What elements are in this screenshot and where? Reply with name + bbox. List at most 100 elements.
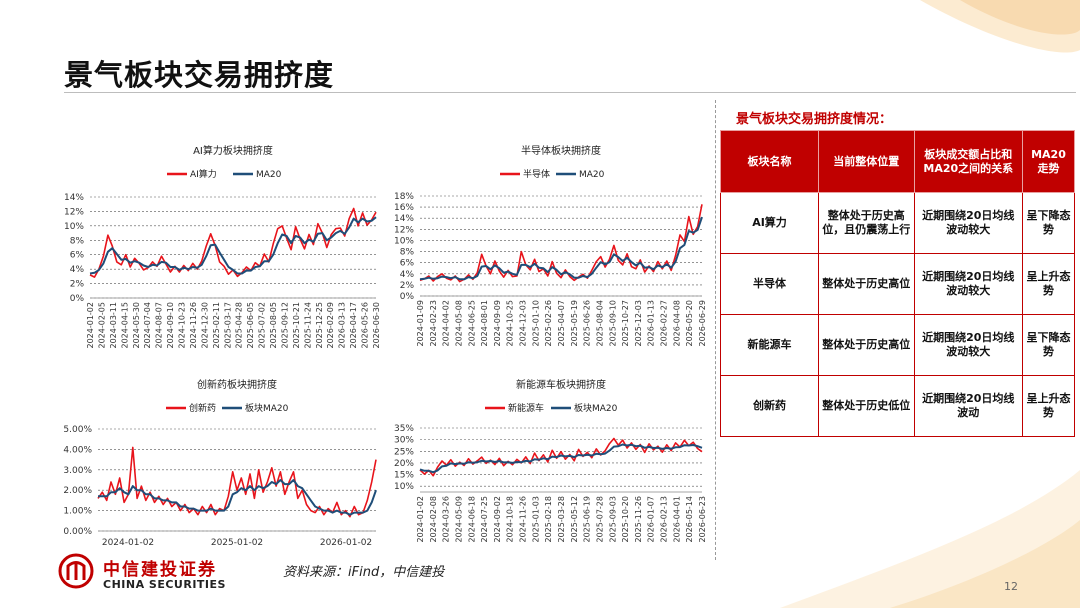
y-tick-label: 6%: [400, 259, 415, 269]
x-tick-label: 2025-11-26: [634, 496, 643, 543]
x-tick-label: 2024-05-08: [454, 300, 463, 347]
x-tick-label: 2024-04-02: [442, 300, 451, 347]
y-tick-label: 4%: [70, 265, 85, 275]
column-divider: [715, 100, 716, 560]
x-tick-label: 2025-06-26: [583, 300, 592, 347]
x-tick-label: 2025-10-20: [621, 496, 630, 543]
chart-new-energy-vehicles: 新能源车板块拥挤度 新能源车 板块MA20 10% 15% 20% 25% 30% 35% 202…: [380, 374, 720, 574]
x-tick-label: 2025-08-04: [595, 300, 604, 347]
x-tick-label: 2024-10-25: [506, 300, 515, 347]
x-tick-label: 2024-02-23: [429, 300, 438, 347]
y-tick-label: 10%: [394, 482, 414, 492]
x-tick-label: 2025-09-12: [280, 302, 289, 349]
x-tick-label: 2026-02-09: [326, 302, 335, 349]
x-tick-label: 2026-04-01: [672, 496, 681, 543]
y-tick-label: 8%: [400, 248, 415, 258]
chart-title: AI算力板块拥挤度: [193, 144, 273, 157]
cell-ma20-trend: 呈上升态势: [1021, 375, 1076, 437]
title-divider: [64, 92, 1076, 93]
x-tick-label: 2024-01-09: [416, 300, 425, 347]
x-tick-label: 2025-12-03: [634, 300, 643, 347]
series-line-primary: [97, 446, 377, 518]
x-tick-label: 2025-08-05: [269, 302, 278, 349]
header-ma20-relation: 板块成交额占比和MA20之间的关系: [913, 130, 1023, 193]
series-line-ma20: [419, 216, 703, 281]
series-line-ma20: [419, 443, 703, 474]
y-tick-label: 25%: [394, 447, 414, 457]
x-tick-label: 2024-10-18: [506, 496, 515, 543]
x-tick-label: 2025-01-03: [531, 496, 540, 543]
x-tick-label: 2024-08-01: [480, 300, 489, 347]
x-tick-label: 2024-07-25: [480, 496, 489, 543]
x-tick-label: 2025-06-19: [583, 496, 592, 543]
legend-label: MA20: [579, 170, 605, 180]
x-tick-label: 2026-01-02: [320, 538, 372, 548]
chart-title: 半导体板块拥挤度: [521, 144, 601, 157]
y-tick-label: 18%: [394, 192, 414, 202]
cell-sector-name: 半导体: [720, 253, 819, 315]
x-tick-label: 2024-09-09: [493, 300, 502, 347]
y-tick-label: 30%: [394, 436, 414, 446]
page-title: 景气板块交易拥挤度: [64, 58, 335, 92]
legend-label: AI算力: [190, 168, 217, 180]
x-tick-label: 2024-12-03: [519, 300, 528, 347]
x-tick-label: 2024-03-26: [442, 496, 451, 543]
y-tick-label: 1.00%: [63, 507, 92, 517]
x-tick-label: 2024-06-18: [467, 496, 476, 543]
chart-title: 新能源车板块拥挤度: [516, 378, 606, 391]
x-tick-label: 2024-01-02: [102, 538, 154, 548]
x-tick-label: 2024-10-23: [178, 302, 187, 349]
legend-label: MA20: [256, 170, 282, 180]
x-tick-label: 2024-12-30: [200, 302, 209, 349]
y-tick-label: 8%: [70, 236, 85, 246]
x-tick-label: 2024-01-02: [416, 496, 425, 543]
y-tick-label: 16%: [394, 203, 414, 213]
x-tick-label: 2024-02-08: [429, 496, 438, 543]
x-tick-label: 2025-12-25: [315, 302, 324, 349]
x-tick-label: 2026-02-27: [660, 300, 669, 347]
x-tick-label: 2024-07-04: [143, 302, 152, 349]
table-row: AI算力 整体处于历史高位，且仍震荡上行 近期围绕20日均线波动较大 呈下降态势: [720, 192, 1076, 254]
y-tick-label: 10%: [64, 222, 84, 232]
y-tick-label: 0%: [70, 294, 85, 304]
x-tick-label: 2026-05-26: [361, 302, 370, 349]
logo-english-name: CHINA SECURITIES: [103, 578, 226, 591]
chart-ai-computing-svg: AI算力板块拥挤度 AI算力 MA20 0% 2% 4% 6% 8% 10% 12% 14% 2024…: [64, 144, 381, 349]
x-tick-label: 2024-02-05: [97, 302, 106, 349]
x-tick-label: 2025-02-11: [212, 302, 221, 349]
cell-ma20-relation: 近期围绕20日均线波动较大: [913, 253, 1023, 315]
y-tick-label: 0.00%: [63, 527, 92, 537]
x-tick-label: 2025-06-05: [246, 302, 255, 349]
cell-ma20-relation: 近期围绕20日均线波动较大: [913, 192, 1023, 254]
chart-ai-computing: AI算力板块拥挤度 AI算力 MA20 0% 2% 4% 6% 8% 10% 12% 14% 2024…: [52, 140, 392, 349]
x-tick-label: 2024-01-02: [86, 302, 95, 349]
x-tick-label: 2025-09-10: [608, 300, 617, 347]
x-tick-label: 2026-05-14: [685, 496, 694, 543]
x-tick-label: 2025-05-19: [570, 300, 579, 347]
cell-ma20-trend: 呈下降态势: [1021, 192, 1076, 254]
y-tick-label: 14%: [64, 193, 84, 203]
x-tick-label: 2024-11-26: [519, 496, 528, 543]
table-row: 新能源车 整体处于历史高位 近期围绕20日均线波动较大 呈下降态势: [720, 314, 1076, 376]
y-tick-label: 6%: [70, 251, 85, 261]
page-number: 12: [1004, 580, 1018, 593]
x-tick-label: 2026-05-20: [685, 300, 694, 347]
table-row: 创新药 整体处于历史低位 近期围绕20日均线波动 呈上升态势: [720, 375, 1076, 437]
y-tick-label: 5.00%: [63, 425, 92, 435]
y-tick-label: 4.00%: [63, 445, 92, 455]
x-tick-label: 2026-03-13: [338, 302, 347, 349]
x-tick-label: 2025-02-18: [544, 496, 553, 543]
series-line-primary: [419, 204, 703, 283]
header-sector-name: 板块名称: [720, 130, 819, 193]
x-tick-label: 2026-06-23: [698, 496, 707, 543]
legend-label: 创新药: [189, 402, 216, 414]
x-tick-label: 2026-01-13: [647, 300, 656, 347]
x-tick-label: 2025-01-02: [211, 538, 263, 548]
y-tick-label: 3.00%: [63, 466, 92, 476]
cell-sector-name: 新能源车: [720, 314, 819, 376]
x-tick-label: 2025-03-28: [557, 496, 566, 543]
x-tick-label: 2025-10-21: [292, 302, 301, 349]
x-tick-label: 2025-04-28: [235, 302, 244, 349]
